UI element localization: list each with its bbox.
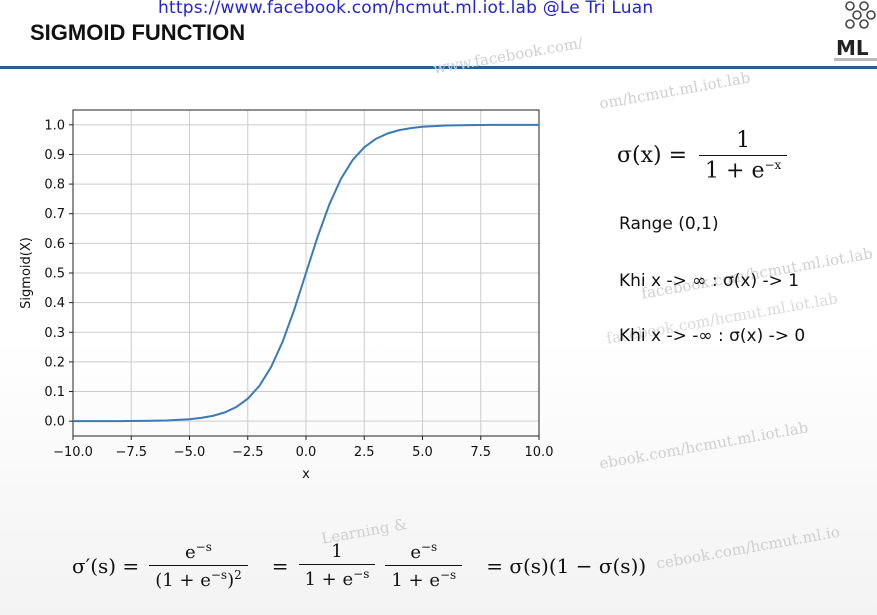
formula-denominator-exp: −x: [764, 158, 782, 172]
x-tick-label-5: 2.5: [354, 445, 375, 460]
x-ticks: −10.0 −7.5 −5.0 −2.5 0.0 2.5 5.0 7.5 10.0: [53, 436, 553, 460]
logo-subline: [834, 58, 877, 61]
y-tick-label-8: 0.8: [44, 178, 65, 193]
formula-fraction: 1 1 + e−x: [699, 128, 788, 184]
d2-num: 1: [331, 541, 343, 562]
y-tick-label-6: 0.6: [44, 237, 65, 252]
d3-num-exp: −s: [421, 540, 438, 554]
x-tick-label-1: −7.5: [115, 445, 147, 460]
x-tick-label-7: 7.5: [470, 445, 491, 460]
x-tick-label-8: 10.0: [525, 445, 554, 460]
y-tick-label-3: 0.3: [44, 326, 65, 341]
sigmoid-formula: σ(x) = 1 1 + e−x: [617, 128, 788, 184]
derivative-lhs: σ′(s) =: [72, 553, 140, 578]
watermark: om/hcmut.ml.iot.lab: [598, 68, 752, 113]
y-tick-label-7: 0.7: [44, 207, 65, 222]
watermark: www.facebook.com/: [432, 33, 585, 78]
watermark: ebook.com/hcmut.ml.iot.lab: [598, 418, 810, 473]
sigmoid-chart: −10.0 −7.5 −5.0 −2.5 0.0 2.5 5.0 7.5 10.0 0.0 0.1…: [19, 109, 553, 482]
derivative-fraction-2: 1 1 + e−s: [298, 541, 376, 590]
formula-lhs: σ(x) =: [617, 143, 688, 169]
positive-infinity-limit: Khi x -> ∞ : σ(x) -> 1: [619, 271, 800, 291]
formula-numerator: 1: [736, 128, 751, 153]
d1-den-pow: 2: [234, 568, 242, 582]
d2-den: 1 + e: [304, 569, 354, 590]
slide-title: SIGMOID FUNCTION: [30, 20, 246, 45]
sigmoid-curve: [72, 123, 540, 423]
y-tick-label-4: 0.4: [44, 296, 65, 311]
y-tick-label-9: 0.9: [44, 148, 65, 163]
d1-num: e: [185, 542, 196, 563]
x-tick-label-4: 0.0: [296, 445, 317, 460]
x-tick-label-2: −5.0: [174, 445, 206, 460]
derivative-rhs: = σ(s)(1 − σ(s)): [486, 553, 647, 578]
d1-num-exp: −s: [195, 540, 212, 554]
y-tick-label-10: 1.0: [44, 118, 65, 133]
x-tick-label-0: −10.0: [53, 445, 93, 460]
watermark: cebook.com/hcmut.ml.io: [655, 522, 842, 573]
y-tick-label-1: 0.1: [44, 385, 65, 400]
title-divider: [0, 66, 877, 69]
d2-den-exp: −s: [353, 567, 370, 581]
x-axis-label: x: [302, 467, 310, 482]
derivative-eq: =: [271, 553, 289, 578]
ml-logo-icon: [845, 1, 876, 29]
logo-text: ML: [836, 36, 869, 60]
x-tick-label-6: 5.0: [412, 445, 433, 460]
y-tick-label-2: 0.2: [44, 355, 65, 370]
formula-denominator: 1 + e−x: [699, 155, 788, 184]
source-link[interactable]: https://www.facebook.com/hcmut.ml.iot.la…: [158, 0, 654, 18]
derivative-fraction-3: e−s 1 + e−s: [385, 540, 463, 591]
d3-den-exp: −s: [440, 568, 457, 582]
derivative-formula: σ′(s) = e−s (1 + e−s)2 = 1 1 + e−s e−s 1…: [72, 540, 646, 591]
y-axis-label: Sigmoid(X): [19, 237, 34, 309]
d3-den: 1 + e: [391, 570, 440, 591]
y-tick-label-0: 0.0: [44, 415, 65, 430]
d1-den-tail: ): [227, 570, 235, 591]
formula-denominator-base: 1 + e: [705, 158, 765, 184]
derivative-fraction-1: e−s (1 + e−s)2: [149, 540, 248, 591]
d1-den: (1 + e: [155, 570, 211, 591]
y-ticks: 0.0 0.1 0.2 0.3 0.4 0.5 0.6 0.7 0.8 0.9 1.0: [44, 118, 73, 430]
range-text: Range (0,1): [619, 214, 719, 234]
negative-infinity-limit: Khi x -> -∞ : σ(x) -> 0: [619, 326, 806, 346]
d3-num: e: [410, 542, 421, 563]
d1-den-exp: −s: [210, 568, 228, 582]
y-tick-label-5: 0.5: [44, 267, 65, 282]
x-tick-label-3: −2.5: [232, 445, 264, 460]
